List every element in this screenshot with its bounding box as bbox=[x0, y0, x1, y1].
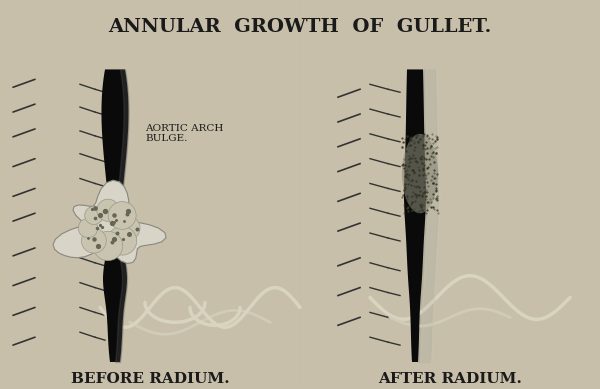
Text: AFTER RADIUM.: AFTER RADIUM. bbox=[378, 372, 522, 386]
Circle shape bbox=[107, 226, 137, 255]
Text: ANNULAR  GROWTH  OF  GULLET.: ANNULAR GROWTH OF GULLET. bbox=[109, 18, 491, 36]
Polygon shape bbox=[101, 69, 128, 362]
Text: AORTIC ARCH
BULGE.: AORTIC ARCH BULGE. bbox=[145, 124, 223, 144]
Circle shape bbox=[116, 216, 140, 240]
Circle shape bbox=[93, 231, 123, 261]
Polygon shape bbox=[53, 180, 166, 263]
Circle shape bbox=[78, 219, 98, 238]
Ellipse shape bbox=[402, 134, 438, 213]
Circle shape bbox=[82, 228, 106, 253]
Circle shape bbox=[108, 202, 136, 230]
Circle shape bbox=[85, 207, 103, 224]
Polygon shape bbox=[404, 69, 426, 362]
Text: BEFORE RADIUM.: BEFORE RADIUM. bbox=[71, 372, 229, 386]
Circle shape bbox=[97, 199, 119, 221]
